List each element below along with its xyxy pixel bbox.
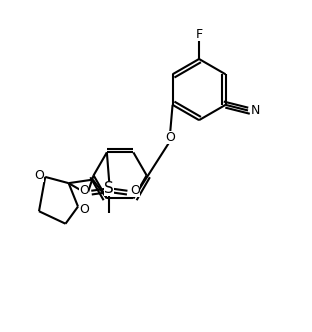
Text: N: N xyxy=(251,104,260,117)
Text: O: O xyxy=(79,184,89,197)
Text: O: O xyxy=(79,203,89,216)
Text: O: O xyxy=(34,169,44,182)
Text: O: O xyxy=(130,184,140,197)
Text: F: F xyxy=(196,28,202,41)
Text: S: S xyxy=(105,181,114,196)
Text: O: O xyxy=(165,131,175,144)
